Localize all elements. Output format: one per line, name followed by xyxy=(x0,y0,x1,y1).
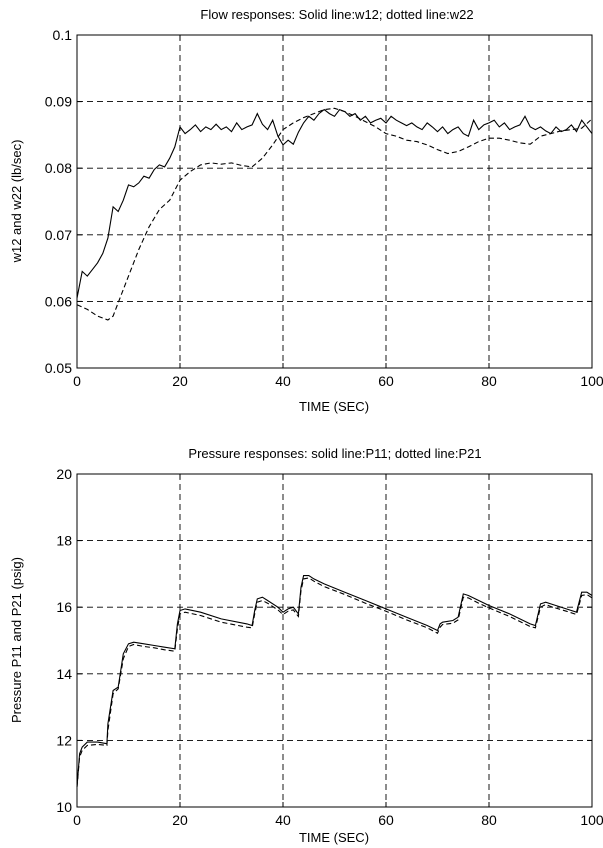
flow-chart-y-axis-label: w12 and w22 (lb/sec) xyxy=(9,140,24,264)
pressure-chart-y-tick-label-4: 18 xyxy=(56,533,72,549)
flow-chart-y-tick-label-0: 0.05 xyxy=(45,360,72,376)
pressure-chart-series-solid-line xyxy=(76,575,593,788)
flow-chart-title: Flow responses: Solid line:w12; dotted l… xyxy=(200,7,473,22)
flow-chart-grid xyxy=(77,35,592,368)
pressure-chart-y-tick-label-1: 12 xyxy=(56,732,72,748)
pressure-chart-x-tick-label-5: 100 xyxy=(580,812,603,828)
pressure-chart-x-tick-label-0: 0 xyxy=(73,812,81,828)
flow-chart-y-tick-label-5: 0.1 xyxy=(53,27,73,43)
pressure-chart-ticks: 0 20 40 60 80 100 10 12 14 16 18 20 xyxy=(56,466,603,828)
pressure-chart-series-dashed-line xyxy=(76,577,593,788)
pressure-chart-x-tick-label-4: 80 xyxy=(481,812,497,828)
pressure-chart: Pressure responses: solid line:P11; dott… xyxy=(9,446,603,845)
pressure-chart-title: Pressure responses: solid line:P11; dott… xyxy=(188,446,481,461)
pressure-chart-series xyxy=(76,575,593,788)
pressure-chart-plot-area xyxy=(76,473,593,808)
pressure-chart-x-tick-label-2: 40 xyxy=(275,812,291,828)
pressure-chart-x-axis-label: TIME (SEC) xyxy=(299,830,369,845)
flow-chart-plot-area xyxy=(76,34,593,369)
flow-chart-x-tick-label-4: 80 xyxy=(481,373,497,389)
flow-chart-y-tick-label-2: 0.07 xyxy=(45,227,72,243)
flow-chart-x-tick-label-3: 60 xyxy=(378,373,394,389)
pressure-chart-x-tick-label-1: 20 xyxy=(172,812,188,828)
pressure-chart-y-tick-label-3: 16 xyxy=(56,599,72,615)
flow-chart-x-tick-label-1: 20 xyxy=(172,373,188,389)
flow-chart: Flow responses: Solid line:w12; dotted l… xyxy=(9,7,603,414)
flow-chart-y-tick-label-1: 0.06 xyxy=(45,293,72,309)
flow-chart-series-solid-line xyxy=(76,108,593,299)
flow-chart-series xyxy=(76,107,593,321)
pressure-chart-y-axis-label: Pressure P11 and P21 (psig) xyxy=(9,557,24,723)
pressure-chart-y-tick-label-5: 20 xyxy=(56,466,72,482)
flow-chart-x-axis-label: TIME (SEC) xyxy=(299,399,369,414)
pressure-chart-y-tick-label-0: 10 xyxy=(56,799,72,815)
flow-chart-y-tick-label-3: 0.08 xyxy=(45,160,72,176)
flow-chart-series-dashed-line xyxy=(76,107,593,321)
pressure-chart-x-tick-label-3: 60 xyxy=(378,812,394,828)
flow-chart-y-tick-label-4: 0.09 xyxy=(45,94,72,110)
flow-chart-x-tick-label-5: 100 xyxy=(580,373,603,389)
flow-chart-x-tick-label-2: 40 xyxy=(275,373,291,389)
pressure-chart-y-tick-label-2: 14 xyxy=(56,666,72,682)
pressure-chart-grid xyxy=(77,474,592,807)
flow-chart-x-tick-label-0: 0 xyxy=(73,373,81,389)
flow-chart-ticks: 0 20 40 60 80 100 0.05 0.06 0.07 0.08 0.09 0.1 xyxy=(45,27,603,389)
